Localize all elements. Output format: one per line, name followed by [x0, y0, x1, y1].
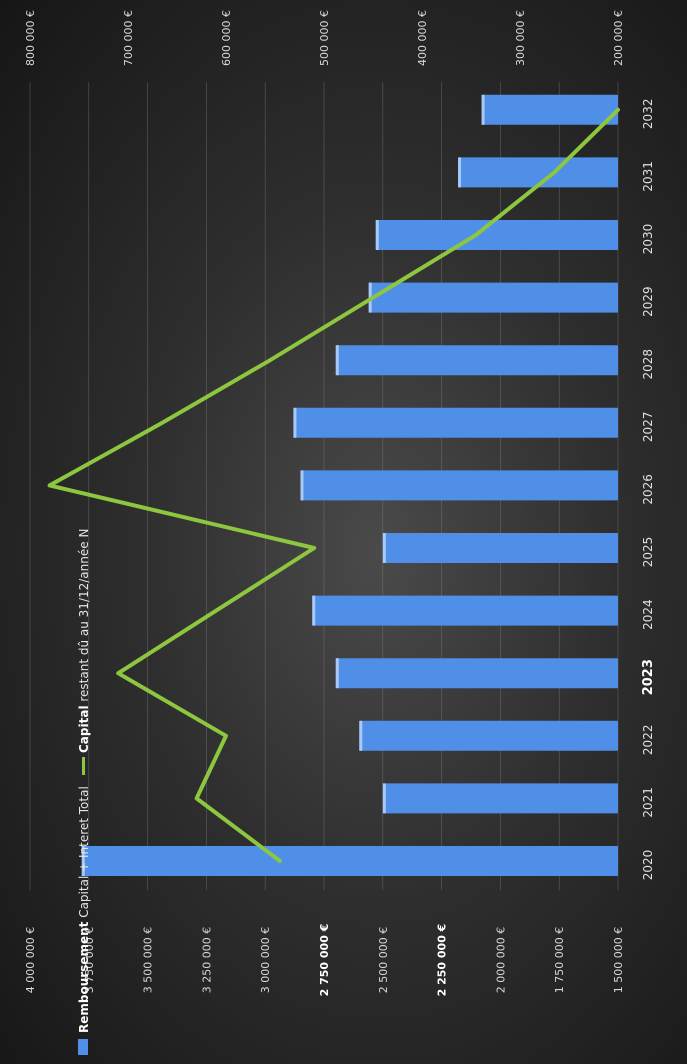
bar	[300, 470, 618, 501]
bar	[335, 345, 618, 376]
primary-axis-ticks: 1 500 000 € 1 750 000 € 2 000 000 € 2 250 0…	[24, 924, 625, 997]
bar	[81, 846, 618, 876]
primary-tick-label: 3 750 000 €	[83, 927, 96, 993]
primary-tick-label: 2 500 000 €	[377, 927, 390, 993]
legend-swatch-bar	[78, 1039, 88, 1055]
secondary-tick-label: 300 000 €	[514, 10, 527, 66]
legend: Remboursement Capital + Interet TotalCap…	[77, 529, 91, 1055]
bar	[382, 783, 618, 814]
primary-tick-label: 3 500 000 €	[142, 927, 155, 993]
bar-cap	[382, 783, 386, 814]
bar-cap	[312, 595, 316, 626]
bar-cap	[481, 94, 485, 125]
category-label: 2023	[641, 659, 656, 695]
category-labels: 2020 2021 2022 2023 2024 2025 2026 2027 2028 2029…	[641, 99, 656, 881]
line-point	[278, 859, 282, 863]
bar	[458, 157, 618, 188]
primary-tick-label: 2 000 000 €	[494, 927, 507, 993]
line-point	[371, 296, 375, 300]
secondary-tick-label: 400 000 €	[416, 10, 429, 66]
legend-label: Remboursement Capital + Interet Total	[77, 786, 91, 1033]
bar	[481, 94, 618, 125]
category-label: 2032	[641, 99, 655, 130]
primary-tick-label: 3 000 000 €	[259, 927, 272, 993]
secondary-tick-label: 200 000 €	[612, 10, 625, 66]
line-point	[160, 421, 164, 425]
secondary-axis-ticks: 200 000 € 300 000 € 400 000 € 500 000 € 600 …	[24, 10, 625, 66]
category-label: 2020	[641, 850, 655, 881]
line-points	[48, 108, 620, 863]
bar-cap	[81, 846, 85, 876]
line-point	[214, 609, 218, 613]
legend-item-bars: Remboursement Capital + Interet Total	[77, 786, 91, 1055]
category-label: 2021	[641, 787, 655, 818]
line-point	[616, 108, 620, 112]
bar	[375, 220, 618, 250]
legend-label: Capital restant dû au 31/12/année N	[77, 529, 91, 753]
category-label: 2028	[641, 349, 655, 380]
bar	[312, 595, 618, 626]
legend-label-rest: Capital + Interet Total	[77, 786, 91, 921]
line-point	[474, 233, 478, 237]
bar-cap	[293, 407, 297, 438]
category-label: 2022	[641, 725, 655, 756]
line-point	[552, 170, 556, 174]
secondary-tick-label: 800 000 €	[24, 10, 37, 66]
category-label: 2025	[641, 537, 655, 568]
legend-swatch-line	[82, 757, 85, 775]
bar	[359, 720, 618, 751]
category-label: 2030	[641, 224, 655, 255]
line-point	[224, 734, 228, 738]
primary-tick-label: 4 000 000 €	[24, 927, 37, 993]
bar-cap	[382, 533, 386, 563]
bar	[335, 658, 618, 689]
category-label: 2026	[641, 474, 655, 505]
bar-series	[81, 94, 618, 876]
bar-cap	[359, 720, 363, 751]
line-point	[195, 796, 199, 800]
category-label: 2031	[641, 161, 655, 192]
legend-label-rest: restant dû au 31/12/année N	[77, 529, 91, 706]
bar	[368, 282, 618, 313]
line-point	[116, 671, 120, 675]
bar-cap	[458, 157, 462, 188]
bar-cap	[335, 345, 339, 376]
primary-tick-label: 1 750 000 €	[553, 927, 566, 993]
category-label: 2027	[641, 412, 655, 443]
bar-cap	[300, 470, 304, 501]
primary-tick-label: 2 750 000 €	[318, 924, 331, 997]
legend-label-bold: Capital	[77, 705, 91, 753]
primary-tick-label: 1 500 000 €	[612, 927, 625, 993]
secondary-tick-label: 700 000 €	[122, 10, 135, 66]
category-label: 2029	[641, 286, 655, 317]
line-point	[268, 358, 272, 362]
secondary-tick-label: 600 000 €	[220, 10, 233, 66]
bar	[382, 533, 618, 563]
line-point	[48, 483, 52, 487]
legend-label-bold: Remboursement	[77, 921, 91, 1033]
line-point	[312, 546, 316, 550]
primary-tick-label: 3 250 000 €	[200, 927, 213, 993]
bar-cap	[335, 658, 339, 689]
bar-cap	[375, 220, 379, 250]
secondary-tick-label: 500 000 €	[318, 10, 331, 66]
primary-tick-label: 2 250 000 €	[436, 924, 449, 997]
legend-item-line: Capital restant dû au 31/12/année N	[77, 529, 91, 775]
category-label: 2024	[641, 599, 655, 630]
bar	[293, 407, 618, 438]
